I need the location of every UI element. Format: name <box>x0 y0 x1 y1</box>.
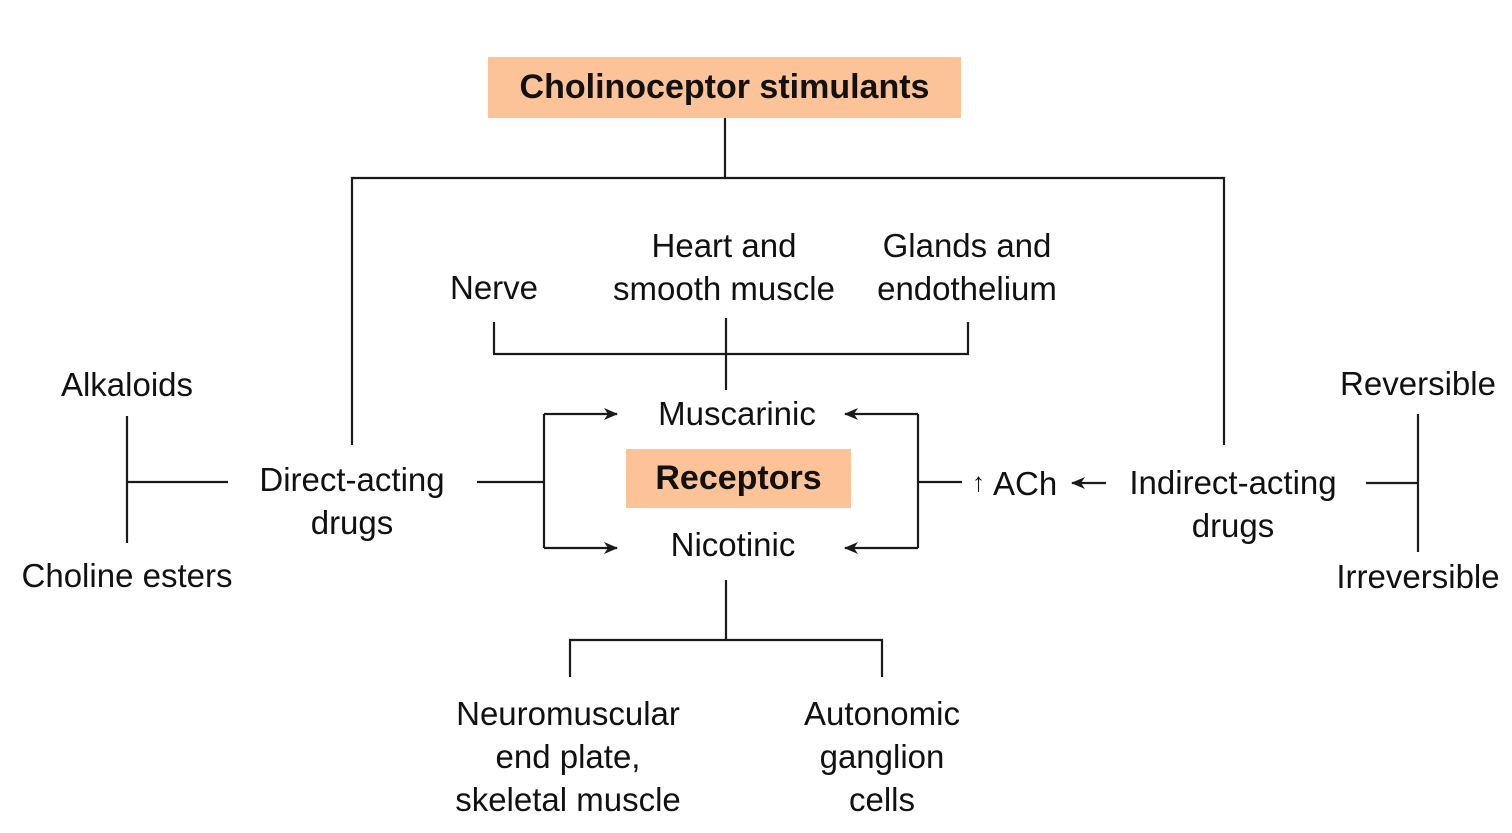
title-text: Cholinoceptor stimulants <box>519 68 930 106</box>
nicotinic-label: Nicotinic <box>670 526 796 563</box>
nicotinic-sites-bracket <box>568 638 884 677</box>
muscarinic-sites-bracket <box>492 322 970 356</box>
reversible-label: Reversible <box>1340 365 1496 402</box>
indirect-acting-drugs-label: Indirect-acting drugs <box>1129 464 1337 544</box>
direct-acting-drugs-label: Direct-acting drugs <box>259 461 445 541</box>
muscarinic-sites-glands: Glands and endothelium <box>877 227 1057 307</box>
muscarinic-sites-heart: Heart and smooth muscle <box>613 227 835 307</box>
irreversible-label: Irreversible <box>1336 558 1500 595</box>
alkaloids-label: Alkaloids <box>60 366 194 403</box>
receptors-text: Receptors <box>655 459 822 497</box>
arrow-up-icon: ↑ <box>972 467 985 497</box>
muscarinic-sites-nerve: Nerve <box>449 269 539 306</box>
muscarinic-label: Muscarinic <box>658 395 816 432</box>
title-box: Cholinoceptor stimulants <box>488 57 961 118</box>
ach-label: ↑ ACh <box>972 462 1057 505</box>
choline-esters-label: Choline esters <box>21 557 233 594</box>
ach-text: ACh <box>993 465 1058 502</box>
top-bracket-line <box>350 176 1226 445</box>
neuromuscular-label: Neuromuscular end plate, skeletal muscle <box>455 695 681 818</box>
autonomic-ganglion-label: Autonomic ganglion cells <box>804 695 960 818</box>
receptors-box: Receptors <box>626 449 851 508</box>
